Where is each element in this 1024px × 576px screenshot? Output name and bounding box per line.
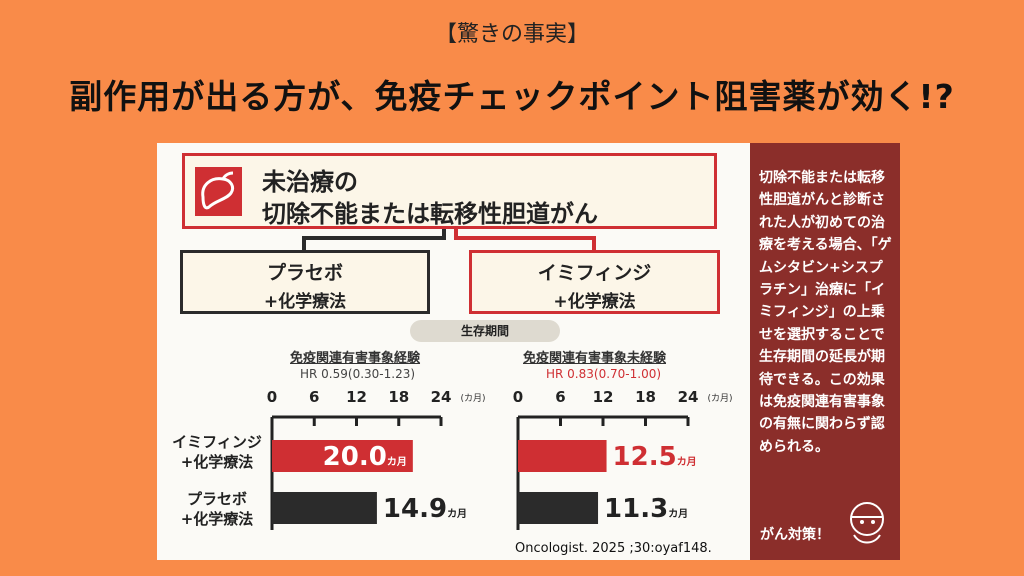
- tick-label: 18: [388, 388, 409, 406]
- axis-unit-label: (カ月): [460, 393, 485, 404]
- side-panel: 切除不能または転移性胆道がんと診断された人が初めての治療を考える場合、「ゲムシタ…: [750, 143, 900, 560]
- citation: Oncologist. 2025 ;30:oyaf148.: [515, 541, 712, 556]
- arm-placebo-line-2: +化学療法: [263, 292, 347, 312]
- row-label-imfinzi: イミフィンジ +化学療法: [162, 432, 272, 472]
- section-tag: 【驚きの事実】: [434, 22, 589, 47]
- arm-placebo-box: プラセボ +化学療法: [180, 250, 430, 314]
- tick-label: 6: [555, 388, 565, 406]
- headline: 副作用が出る方が、免疫チェックポイント阻害薬が効く!?: [69, 77, 955, 116]
- panel-1-title: 免疫関連有害事象経験: [290, 351, 421, 366]
- mascot-icon: [850, 502, 884, 544]
- data-label-unit: カ月: [668, 508, 688, 520]
- panel-1-hr: HR 0.59(0.30-1.23): [300, 367, 416, 381]
- data-label-value: 12.5: [613, 442, 677, 472]
- data-label-unit: カ月: [677, 456, 697, 468]
- side-panel-text: 切除不能または転移性胆道がんと診断された人が初めての治療を考える場合、「ゲムシタ…: [759, 170, 892, 455]
- brand-label: がん対策！: [760, 527, 830, 543]
- row-label-placebo: プラセボ +化学療法: [162, 489, 272, 529]
- survival-period-label: 生存期間: [410, 320, 560, 342]
- tick-label: 12: [346, 388, 367, 406]
- tick-label: 0: [267, 388, 277, 406]
- data-label-unit: カ月: [447, 508, 467, 520]
- bar: [272, 492, 377, 524]
- axis-unit-label: (カ月): [707, 393, 732, 404]
- panel-2-title: 免疫関連有害事象未経験: [523, 351, 667, 366]
- condition-box: 未治療の 切除不能または転移性胆道がん: [182, 153, 717, 229]
- tick-label: 24: [678, 388, 699, 406]
- gallbladder-icon: [195, 167, 242, 216]
- tick-label: 0: [513, 388, 523, 406]
- data-label-unit: カ月: [387, 456, 407, 468]
- condition-line-2: 切除不能または転移性胆道がん: [262, 200, 598, 228]
- row-label-placebo-line-1: プラセボ: [186, 490, 247, 508]
- connector-lines: [302, 229, 596, 250]
- tick-label: 18: [635, 388, 656, 406]
- arm-imfinzi-line-1: イミフィンジ: [537, 262, 652, 284]
- data-label: 14.9カ月: [383, 494, 467, 524]
- arm-imfinzi-line-2: +化学療法: [553, 292, 636, 312]
- tick-label: 24: [431, 388, 452, 406]
- bar: [518, 440, 607, 472]
- data-label: 20.0カ月: [323, 442, 407, 472]
- data-label-value: 20.0: [323, 442, 387, 472]
- arm-imfinzi-box: イミフィンジ +化学療法: [469, 250, 720, 314]
- bar: [518, 492, 599, 524]
- panel-2-hr: HR 0.83(0.70-1.00): [546, 367, 662, 381]
- data-label: 12.5カ月: [613, 442, 697, 472]
- row-label-placebo-line-2: +化学療法: [180, 510, 254, 528]
- data-label-value: 14.9: [383, 494, 447, 524]
- row-label-imfinzi-line-2: +化学療法: [180, 453, 254, 471]
- row-label-imfinzi-line-1: イミフィンジ: [172, 433, 262, 451]
- condition-line-1: 未治療の: [262, 168, 358, 196]
- tick-label: 6: [309, 388, 319, 406]
- bar: [272, 440, 413, 472]
- data-label-value: 11.3: [604, 494, 668, 524]
- arm-placebo-line-1: プラセボ: [266, 262, 343, 284]
- tick-label: 12: [593, 388, 614, 406]
- data-label: 11.3カ月: [604, 494, 688, 524]
